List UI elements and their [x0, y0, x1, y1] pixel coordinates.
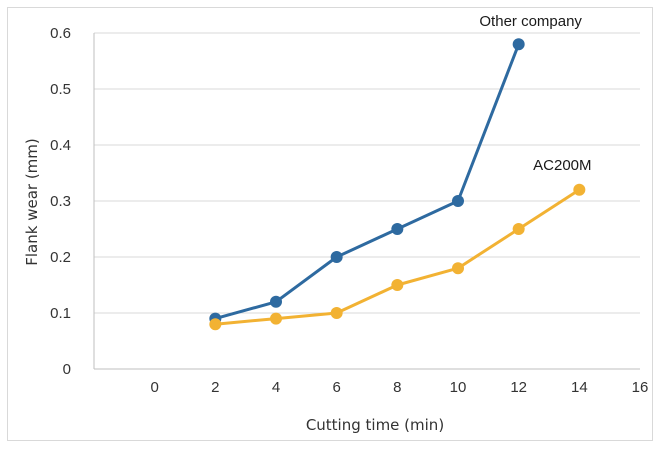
x-tick-label: 10 [450, 379, 467, 396]
x-axis-title: Cutting time (min) [306, 416, 444, 434]
y-tick-label: 0.3 [50, 193, 71, 210]
data-point [391, 223, 404, 235]
data-point [330, 307, 343, 319]
y-tick-label: 0.6 [50, 25, 71, 42]
data-point [573, 183, 586, 196]
data-point [270, 312, 282, 325]
x-tick-label: 14 [571, 379, 588, 396]
series-labels: Other company AC200M [479, 13, 591, 174]
data-point [512, 223, 525, 235]
axes [93, 33, 640, 370]
series-label: AC200M [533, 157, 591, 174]
data-point [391, 279, 404, 291]
x-tick-label: 12 [510, 379, 527, 396]
series-label: Other company [479, 13, 582, 30]
y-tick-label: 0.5 [50, 81, 71, 98]
x-tick-label: 8 [393, 379, 401, 396]
data-point [452, 262, 464, 275]
series-line [214, 43, 521, 321]
y-axis-title: Flank wear (mm) [23, 138, 41, 266]
data-point [452, 195, 464, 207]
x-tick-label: 0 [150, 379, 158, 396]
grid-lines [94, 32, 640, 314]
y-tick-label: 0.1 [50, 305, 71, 322]
y-tick-labels: 0 0.1 0.2 0.3 0.4 0.5 0.6 [50, 25, 71, 378]
y-tick-label: 0 [63, 361, 71, 378]
y-tick-label: 0.4 [50, 137, 71, 154]
data-point [209, 318, 222, 331]
series-points [209, 38, 586, 331]
x-tick-label: 6 [332, 379, 340, 396]
y-tick-label: 0.2 [50, 249, 71, 266]
x-tick-label: 4 [272, 379, 280, 396]
x-tick-labels: 0 2 4 6 8 10 12 14 16 [150, 379, 648, 396]
x-tick-label: 16 [632, 379, 649, 396]
x-tick-label: 2 [211, 379, 219, 396]
data-point [270, 295, 282, 308]
data-point [330, 251, 343, 263]
data-point [512, 38, 525, 51]
